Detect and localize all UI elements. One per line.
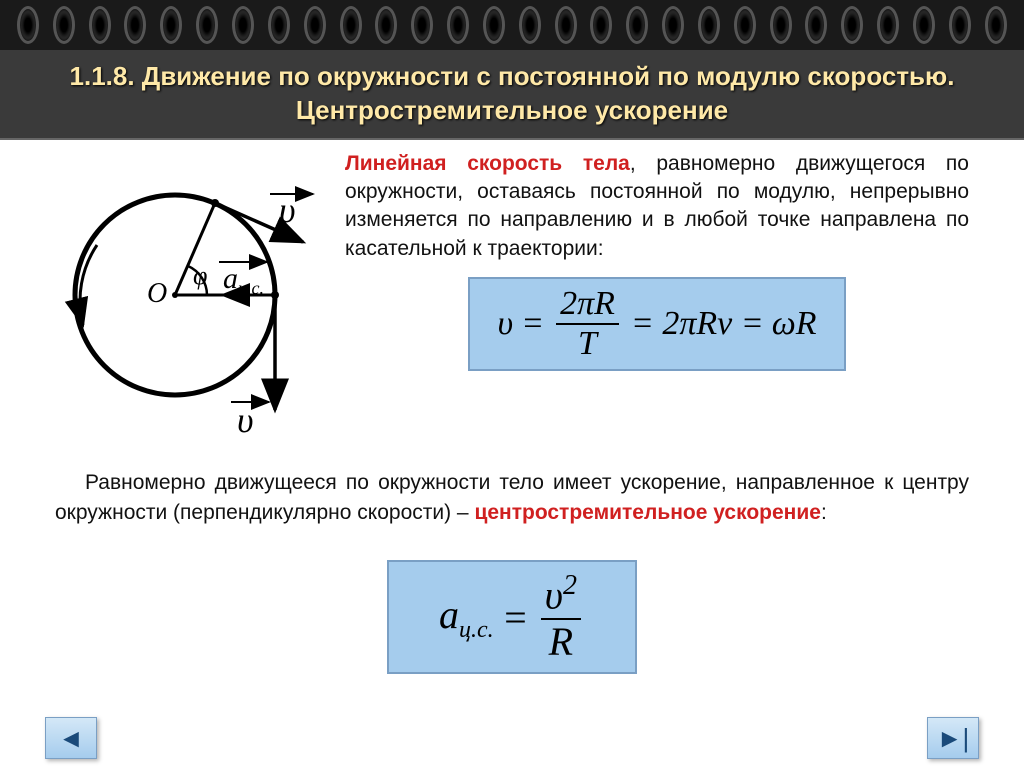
slide-title: 1.1.8. Движение по окружности с постоянн… — [0, 50, 1024, 140]
formula-velocity: υ = 2πR T = 2πRν = ωR — [468, 277, 847, 371]
slide-content: O φ aц.с. υ υ Линей — [0, 140, 1024, 684]
linear-velocity-term: Линейная скорость тела — [345, 152, 630, 175]
paragraph-1: Линейная скорость тела, равномерно движу… — [345, 150, 969, 371]
nav-controls: ◄ ►| — [0, 717, 1024, 759]
prev-button[interactable]: ◄ — [45, 717, 97, 759]
accel-sub: ц.с. — [238, 278, 264, 298]
spiral-binding — [0, 0, 1024, 50]
angle-label: φ — [193, 261, 207, 290]
paragraph-2: Равномерно движущееся по окружности тело… — [55, 468, 969, 529]
vel-label-top: υ — [279, 190, 296, 230]
next-button[interactable]: ►| — [927, 717, 979, 759]
formula-acceleration-wrap: aц.с. = υ2 R — [55, 546, 969, 673]
accel-label: a — [223, 262, 238, 295]
vel-label-right: υ — [237, 400, 254, 440]
svg-text:aц.с.: aц.с. — [223, 262, 264, 298]
circle-diagram: O φ aц.с. υ υ — [55, 150, 325, 440]
para2-after: : — [821, 501, 827, 524]
center-label: O — [147, 278, 167, 309]
centripetal-term: центростремительное ускорение — [474, 501, 821, 524]
formula-acceleration: aц.с. = υ2 R — [387, 560, 637, 673]
